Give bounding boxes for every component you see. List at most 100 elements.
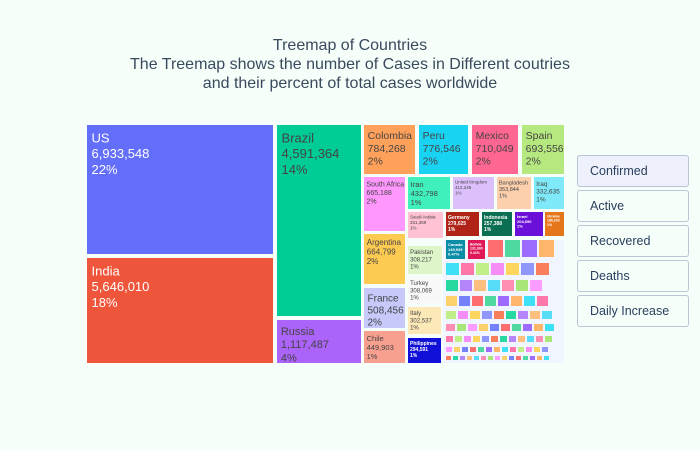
tile-small-38[interactable] xyxy=(479,324,488,331)
tile-saudi-arabia[interactable] xyxy=(408,212,443,238)
tile-germany[interactable] xyxy=(446,212,479,236)
tile-small-26[interactable] xyxy=(446,311,456,319)
tile-small-7[interactable] xyxy=(491,263,504,275)
tile-small-8[interactable] xyxy=(506,263,519,275)
tile-small-24[interactable] xyxy=(524,296,535,306)
tile-small-78[interactable] xyxy=(502,356,507,360)
tile-small-53[interactable] xyxy=(518,336,525,342)
tile-small-36[interactable] xyxy=(457,324,466,331)
tile-small-22[interactable] xyxy=(498,296,509,306)
tile-small-42[interactable] xyxy=(523,324,532,331)
tile-small-80[interactable] xyxy=(516,356,521,360)
recovered-button[interactable]: Recovered xyxy=(577,225,689,257)
tile-small-71[interactable] xyxy=(453,356,458,360)
tile-small-5[interactable] xyxy=(461,263,474,275)
tile-small-57[interactable] xyxy=(446,347,452,352)
tile-small-2[interactable] xyxy=(522,240,537,257)
tile-small-33[interactable] xyxy=(530,311,540,319)
tile-small-6[interactable] xyxy=(476,263,489,275)
tile-small-77[interactable] xyxy=(495,356,500,360)
tile-small-48[interactable] xyxy=(473,336,480,342)
confirmed-button[interactable]: Confirmed xyxy=(577,155,689,187)
tile-small-82[interactable] xyxy=(530,356,535,360)
tile-small-4[interactable] xyxy=(446,263,459,275)
tile-pakistan[interactable] xyxy=(408,246,442,274)
tile-mexico[interactable] xyxy=(472,125,518,174)
tile-small-73[interactable] xyxy=(467,356,472,360)
tile-small-9[interactable] xyxy=(521,263,534,275)
tile-small-79[interactable] xyxy=(509,356,514,360)
tile-small-34[interactable] xyxy=(542,311,552,319)
tile-small-58[interactable] xyxy=(454,347,460,352)
tile-small-64[interactable] xyxy=(502,347,508,352)
tile-indonesia[interactable] xyxy=(482,212,512,236)
tile-us[interactable] xyxy=(87,125,273,254)
tile-small-15[interactable] xyxy=(502,280,514,291)
tile-argentina[interactable] xyxy=(364,234,405,284)
tile-small-45[interactable] xyxy=(446,336,453,342)
tile-small-1[interactable] xyxy=(505,240,520,257)
tile-small-66[interactable] xyxy=(518,347,524,352)
tile-small-0[interactable] xyxy=(488,240,503,257)
tile-small-70[interactable] xyxy=(446,356,451,360)
tile-small-25[interactable] xyxy=(537,296,548,306)
tile-small-61[interactable] xyxy=(478,347,484,352)
tile-small-40[interactable] xyxy=(501,324,510,331)
tile-small-21[interactable] xyxy=(485,296,496,306)
tile-small-35[interactable] xyxy=(446,324,455,331)
tile-small-32[interactable] xyxy=(518,311,528,319)
tile-small-69[interactable] xyxy=(542,347,548,352)
tile-small-18[interactable] xyxy=(446,296,457,306)
tile-small-20[interactable] xyxy=(472,296,483,306)
tile-small-31[interactable] xyxy=(506,311,516,319)
tile-small-59[interactable] xyxy=(462,347,468,352)
tile-small-74[interactable] xyxy=(474,356,479,360)
tile-turkey[interactable] xyxy=(408,277,441,303)
tile-canada[interactable] xyxy=(446,240,465,259)
tile-small-46[interactable] xyxy=(455,336,462,342)
tile-small-84[interactable] xyxy=(544,356,549,360)
tile-small-76[interactable] xyxy=(488,356,493,360)
tile-small-68[interactable] xyxy=(534,347,540,352)
tile-small-49[interactable] xyxy=(482,336,489,342)
tile-small-11[interactable] xyxy=(446,280,458,291)
daily-increase-button[interactable]: Daily Increase xyxy=(577,295,689,327)
tile-bangladesh[interactable] xyxy=(497,177,531,209)
tile-philippines[interactable] xyxy=(408,338,441,363)
tile-brazil[interactable] xyxy=(277,125,361,316)
tile-small-44[interactable] xyxy=(545,324,554,331)
active-button[interactable]: Active xyxy=(577,190,689,222)
tile-small-29[interactable] xyxy=(482,311,492,319)
tile-small-3[interactable] xyxy=(539,240,554,257)
tile-chile[interactable] xyxy=(364,331,405,363)
tile-small-10[interactable] xyxy=(536,263,549,275)
tile-small-41[interactable] xyxy=(512,324,521,331)
tile-bolivia[interactable] xyxy=(468,240,485,259)
tile-small-60[interactable] xyxy=(470,347,476,352)
tile-small-19[interactable] xyxy=(459,296,470,306)
tile-israel[interactable] xyxy=(515,212,543,236)
tile-small-67[interactable] xyxy=(526,347,532,352)
tile-small-72[interactable] xyxy=(460,356,465,360)
tile-small-63[interactable] xyxy=(494,347,500,352)
tile-small-12[interactable] xyxy=(460,280,472,291)
tile-small-52[interactable] xyxy=(509,336,516,342)
tile-small-43[interactable] xyxy=(534,324,543,331)
tile-small-54[interactable] xyxy=(527,336,534,342)
tile-small-37[interactable] xyxy=(468,324,477,331)
tile-small-30[interactable] xyxy=(494,311,504,319)
tile-small-28[interactable] xyxy=(470,311,480,319)
tile-united-kingdom[interactable] xyxy=(453,177,494,209)
tile-small-17[interactable] xyxy=(530,280,542,291)
tile-small-39[interactable] xyxy=(490,324,499,331)
tile-small-81[interactable] xyxy=(523,356,528,360)
tile-small-56[interactable] xyxy=(545,336,552,342)
tile-india[interactable] xyxy=(87,258,273,363)
tile-france[interactable] xyxy=(364,288,405,328)
tile-spain[interactable] xyxy=(522,125,564,174)
tile-ukraine[interactable] xyxy=(545,212,564,236)
tile-south-africa[interactable] xyxy=(364,177,405,231)
tile-small-14[interactable] xyxy=(488,280,500,291)
tile-small-47[interactable] xyxy=(464,336,471,342)
tile-italy[interactable] xyxy=(408,307,441,334)
